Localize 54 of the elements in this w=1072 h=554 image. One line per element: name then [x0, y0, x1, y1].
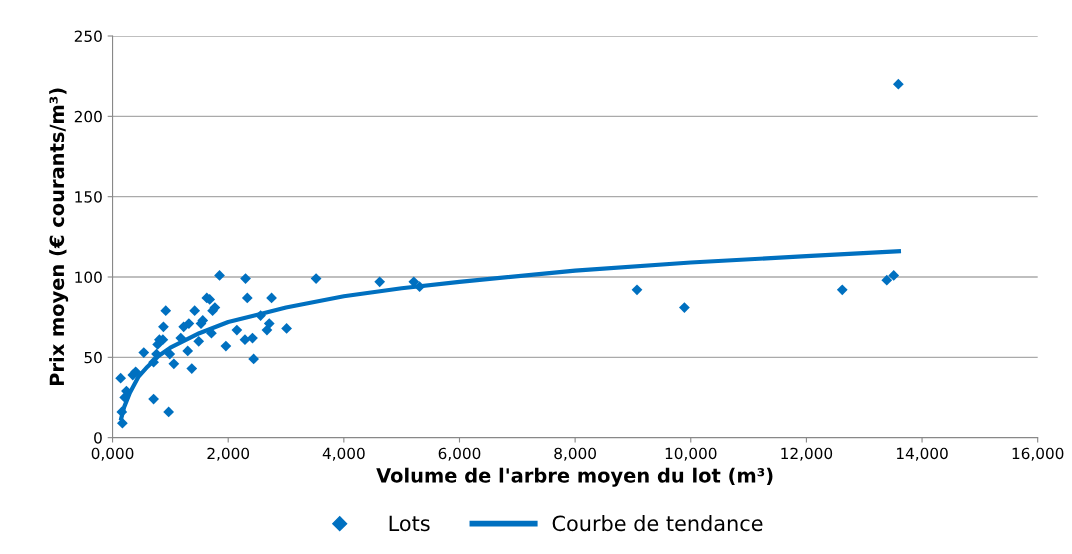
point — [679, 302, 690, 313]
x-tick-label: 4,000 — [322, 447, 365, 461]
point — [881, 274, 893, 286]
point — [374, 276, 386, 288]
point — [414, 281, 425, 293]
point — [836, 284, 848, 296]
y-tick-label: 150 — [75, 191, 102, 203]
x-tick-label: 0,000 — [91, 447, 134, 461]
point — [248, 353, 260, 365]
y-tick-label: 0 — [94, 432, 102, 444]
point — [186, 363, 198, 374]
x-tick-label: 6,000 — [438, 447, 481, 461]
point — [266, 292, 277, 304]
x-tick-label: 8,000 — [554, 447, 596, 461]
legend-label: Courbe de tendance — [552, 515, 763, 532]
x-axis-title: Volume de l'arbre moyen du lot (m³) — [376, 467, 773, 487]
x-tick-label: 16,000 — [1012, 447, 1064, 461]
point — [241, 292, 253, 304]
point — [255, 310, 266, 321]
point — [193, 335, 205, 347]
point — [168, 358, 180, 370]
point — [182, 345, 194, 357]
point — [115, 372, 127, 384]
point — [240, 273, 251, 284]
point — [310, 273, 322, 284]
point — [163, 406, 175, 418]
point — [239, 334, 251, 346]
point — [220, 340, 232, 352]
point — [117, 417, 128, 429]
y-axis-title: Prix moyen (€ courants/m³) — [49, 88, 69, 386]
point — [183, 318, 195, 329]
point — [148, 393, 159, 405]
point — [189, 305, 201, 317]
x-tick-label: 12,000 — [781, 447, 833, 461]
point — [148, 356, 159, 368]
x-tick-label: 2,000 — [207, 447, 250, 461]
point — [231, 324, 243, 336]
point — [892, 78, 904, 90]
point — [631, 284, 643, 296]
point — [263, 318, 275, 329]
point — [888, 270, 900, 281]
y-tick-label: 250 — [74, 30, 102, 43]
point — [158, 321, 169, 333]
legend-label: Lots — [389, 515, 430, 532]
point — [138, 347, 150, 358]
point — [261, 324, 273, 336]
y-tick-label: 100 — [75, 271, 102, 284]
x-tick-label: 14,000 — [897, 447, 948, 461]
x-tick-label: 10,000 — [665, 447, 717, 461]
point — [160, 305, 172, 317]
point — [281, 323, 292, 334]
y-tick-label: 200 — [74, 110, 102, 123]
point — [214, 270, 225, 281]
y-tick-label: 50 — [84, 351, 102, 364]
